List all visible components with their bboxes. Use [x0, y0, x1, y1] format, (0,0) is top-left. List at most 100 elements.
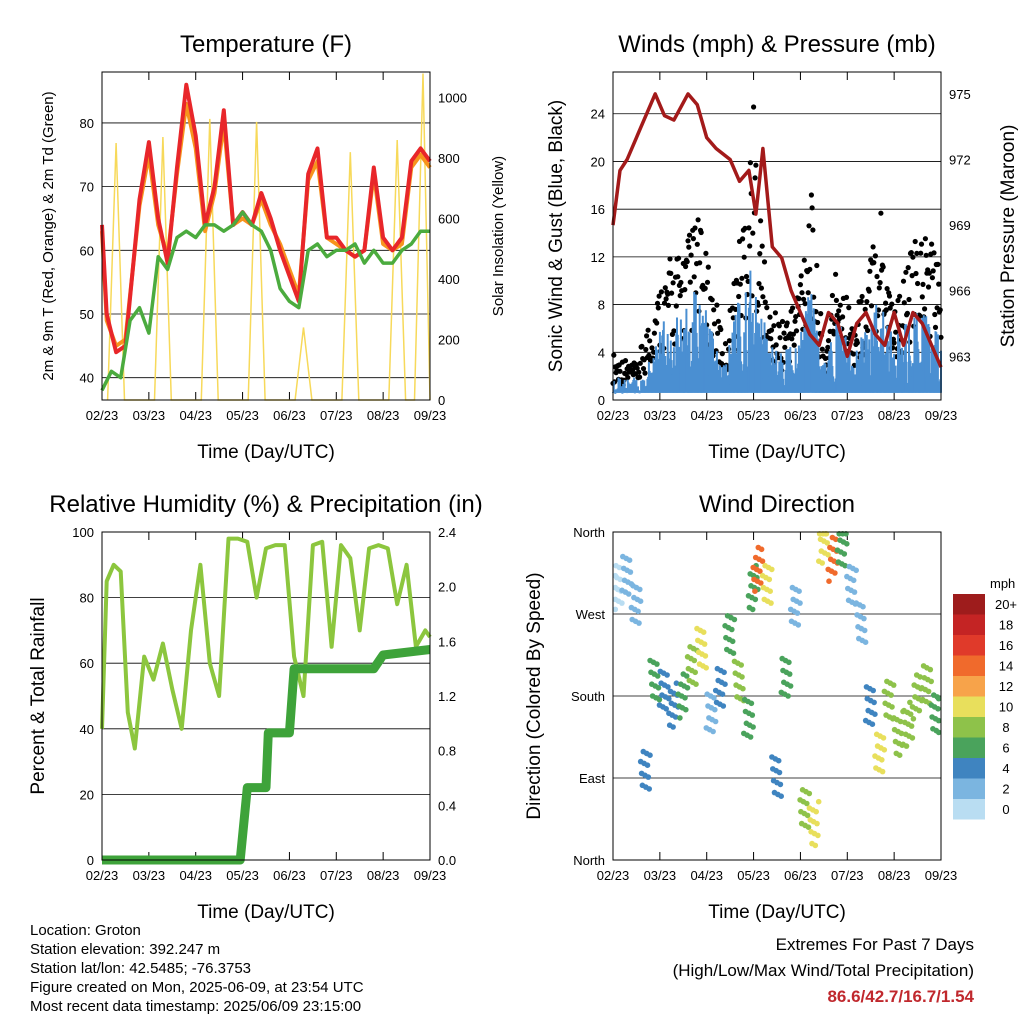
gust-point [858, 298, 864, 304]
direction-point [616, 564, 623, 571]
direction-point [897, 718, 904, 725]
direction-point [861, 627, 868, 634]
x-tick-label: 04/23 [690, 868, 723, 883]
gust-point [789, 336, 795, 342]
left-tick-label: 60 [80, 656, 94, 671]
direction-point [815, 832, 821, 839]
gust-point [656, 293, 662, 299]
gust-point [790, 331, 797, 337]
gust-point [747, 243, 753, 249]
x-tick-label: 04/23 [179, 868, 212, 883]
temperature-ylabel: 2m & 9m T (Red, Orange) & 2m Td (Green) [40, 91, 57, 380]
gust-point [694, 241, 700, 247]
gust-point [685, 238, 691, 244]
gust-point [662, 285, 668, 291]
direction-point [812, 842, 819, 849]
gust-point [926, 270, 932, 276]
gust-point [687, 279, 693, 285]
gust-point [675, 274, 681, 280]
gust-point [739, 275, 745, 281]
direction-point [740, 685, 746, 692]
direction-point [853, 567, 859, 574]
direction-point [691, 657, 698, 664]
gust-point [655, 305, 661, 311]
colorbar-swatch [953, 778, 985, 799]
gust-point [667, 256, 673, 262]
direction-point [730, 650, 737, 656]
direction-point [647, 752, 653, 758]
direction-point [710, 728, 716, 735]
direction-point [749, 606, 756, 613]
direction-tick-label: North [573, 853, 605, 868]
direction-point [775, 757, 782, 764]
right-tick-label: 0.0 [438, 853, 456, 868]
direction-title: Wind Direction [699, 491, 855, 518]
gust-point [814, 262, 820, 269]
gust-point [711, 307, 717, 313]
temperature-panel: Temperature (F) Time (Day/UTC) 02/23 03/23 0… [40, 31, 507, 463]
gust-point [935, 261, 941, 267]
x-tick-label: 03/23 [644, 868, 677, 883]
x-tick-label: 09/23 [414, 868, 447, 883]
right-tick-label: 2.0 [438, 580, 456, 595]
colorbar-label: 2 [1002, 782, 1009, 797]
direction-point [916, 707, 923, 714]
direction-point [890, 682, 897, 688]
direction-point [826, 578, 832, 584]
rh-series [100, 536, 432, 751]
left-tick-label: 80 [80, 591, 94, 606]
left-tick-label: 4 [598, 345, 605, 360]
direction-point [871, 699, 877, 706]
gust-point [782, 344, 788, 350]
colorbar-title: mph [990, 576, 1015, 591]
winds-title: Winds (mph) & Pressure (mb) [618, 31, 935, 58]
gust-point [772, 310, 779, 316]
gust-point [883, 307, 889, 313]
gust-point [670, 280, 676, 286]
gust-point [781, 330, 787, 336]
gust-point [915, 280, 921, 287]
x-tick-label: 02/23 [597, 868, 630, 883]
gust-point [758, 285, 765, 291]
gust-point [779, 318, 786, 325]
gust-point [751, 104, 757, 110]
x-tick-label: 05/23 [226, 868, 259, 883]
gust-point [678, 279, 684, 286]
gust-point [825, 338, 832, 344]
direction-point [785, 693, 791, 699]
direction-point [787, 683, 794, 689]
direction-point [720, 703, 727, 709]
gust-point [868, 303, 875, 309]
humidity-xlabel: Time (Day/UTC) [197, 902, 335, 923]
right-tick-label: 975 [949, 87, 971, 102]
gust-point [866, 288, 872, 294]
direction-point [767, 588, 773, 594]
gust-point [752, 175, 758, 181]
direction-point [851, 589, 858, 595]
direction-point [663, 706, 669, 712]
gust-point [912, 238, 918, 245]
gust-point [668, 270, 674, 276]
gust-point [771, 323, 777, 329]
direction-point [917, 674, 923, 680]
gust-point [895, 297, 901, 304]
direction-point [729, 638, 736, 645]
direction-point [910, 716, 917, 722]
gust-point [791, 342, 797, 348]
gust-point [761, 259, 768, 265]
right-tick-label: 966 [949, 284, 971, 299]
left-tick-label: 40 [80, 371, 94, 386]
gust-point [909, 273, 915, 279]
gust-point [825, 344, 831, 350]
colorbar-label: 4 [1002, 761, 1009, 776]
gust-point [718, 326, 724, 333]
gust-point [715, 318, 722, 324]
direction-point [925, 688, 932, 695]
gust-point [715, 330, 721, 336]
gust-point [808, 192, 815, 198]
direction-point [880, 735, 887, 741]
gust-point [757, 251, 763, 257]
gust-point [837, 302, 843, 308]
direction-point [636, 620, 642, 626]
